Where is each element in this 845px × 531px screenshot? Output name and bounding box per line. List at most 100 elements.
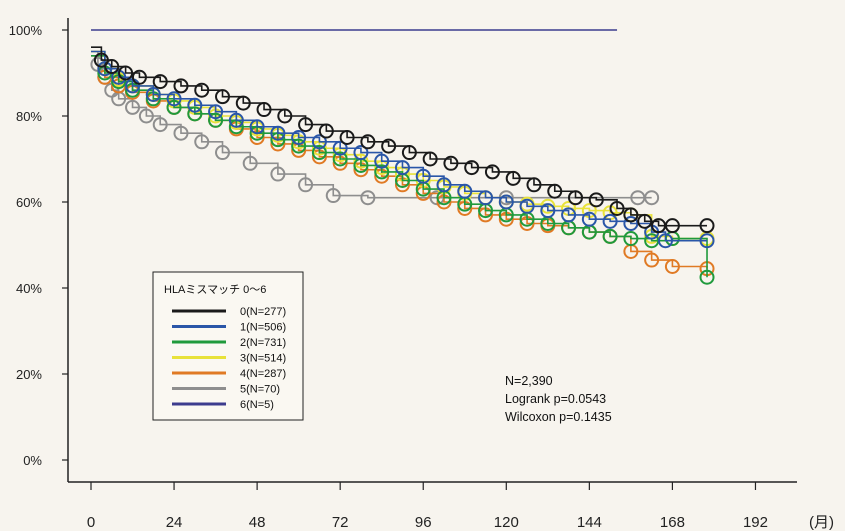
censor-mark xyxy=(581,211,597,227)
censor-mark xyxy=(104,59,120,75)
censor-mark xyxy=(602,213,618,229)
legend-label-3: 3(N=514) xyxy=(240,353,286,365)
legend-label-5: 5(N=70) xyxy=(240,384,280,396)
censor-mark xyxy=(478,190,494,206)
censor-mark xyxy=(540,203,556,219)
censor-mark xyxy=(152,117,168,133)
legend-label-4: 4(N=287) xyxy=(240,368,286,380)
censor-mark xyxy=(166,91,182,107)
y-tick-label: 60% xyxy=(16,195,42,210)
censor-mark xyxy=(609,200,625,216)
censor-mark xyxy=(664,259,680,274)
censor-mark xyxy=(394,160,410,176)
censor-mark xyxy=(498,194,514,210)
censor-mark xyxy=(637,213,653,229)
censor-mark xyxy=(270,125,286,141)
wilcoxon-label: Wilcoxon p=0.1435 xyxy=(505,410,612,424)
censor-mark xyxy=(187,106,203,122)
censor-mark xyxy=(291,130,307,145)
censor-mark xyxy=(602,228,618,244)
y-tick-label: 100% xyxy=(9,23,43,38)
censor-mark xyxy=(194,134,210,150)
censor-mark xyxy=(187,97,203,113)
legend-box xyxy=(152,271,304,421)
censor-mark xyxy=(699,233,715,249)
x-axis: 0 24 48 72 96 120 144 168 192 xyxy=(68,481,797,531)
censor-mark xyxy=(422,151,438,167)
censor-mark xyxy=(173,125,189,141)
censor-mark xyxy=(623,216,639,231)
censor-mark xyxy=(118,65,134,81)
x-tick-label: 144 xyxy=(577,514,602,531)
censor-mark xyxy=(519,198,535,214)
x-tick-label: 192 xyxy=(743,514,768,531)
x-tick-label: 168 xyxy=(660,514,685,531)
x-tick-label: 48 xyxy=(249,514,266,531)
x-tick-label: 72 xyxy=(332,514,349,531)
statistics-annotation: N=2,390 Logrank p=0.0543 Wilcoxon p=0.14… xyxy=(505,374,612,424)
censor-mark xyxy=(381,138,397,154)
censor-mark xyxy=(526,177,542,193)
series-line-2 xyxy=(91,55,708,278)
censor-mark xyxy=(699,218,715,234)
x-tick-label: 0 xyxy=(87,514,95,531)
censor-mark xyxy=(145,87,161,102)
legend-title: HLAミスマッチ 0～6 xyxy=(164,283,266,296)
censor-mark xyxy=(644,190,660,206)
censor-mark xyxy=(318,123,334,139)
x-tick-label: 24 xyxy=(166,514,183,531)
censor-mark xyxy=(457,183,473,199)
n-total-label: N=2,390 xyxy=(505,374,553,388)
censor-mark xyxy=(623,231,639,247)
censor-mark xyxy=(699,269,715,285)
censor-mark xyxy=(664,218,680,234)
y-axis: 0% 20% 40% 60% 80% 100% xyxy=(9,18,69,482)
censor-mark xyxy=(291,138,307,154)
censor-mark xyxy=(93,52,109,68)
x-unit-label: (月) xyxy=(809,514,834,531)
y-tick-label: 20% xyxy=(16,367,42,382)
plot-area xyxy=(90,29,715,285)
censor-mark xyxy=(208,112,224,128)
series-line-5 xyxy=(91,50,652,199)
legend-label-1: 1(N=506) xyxy=(240,322,286,334)
censor-mark xyxy=(353,145,369,161)
censor-mark xyxy=(436,177,452,193)
censor-mark xyxy=(277,108,293,124)
censor-mark xyxy=(644,252,660,268)
censor-mark xyxy=(360,134,376,150)
censor-mark xyxy=(228,112,244,128)
censor-mark xyxy=(623,207,639,223)
censor-mark xyxy=(235,95,251,111)
censor-mark xyxy=(298,177,314,193)
censor-mark xyxy=(311,134,327,150)
y-tick-label: 0% xyxy=(23,453,42,468)
censor-mark xyxy=(332,151,348,167)
censor-mark xyxy=(484,164,500,180)
censor-mark xyxy=(152,74,168,90)
censor-mark xyxy=(270,166,286,182)
y-tick-label: 40% xyxy=(16,281,42,296)
legend-label-0: 0(N=277) xyxy=(240,306,286,318)
censor-mark xyxy=(166,99,182,115)
censor-mark xyxy=(657,233,673,249)
x-tick-label: 96 xyxy=(415,514,432,531)
series-line-0 xyxy=(91,46,708,227)
censor-mark xyxy=(125,99,141,115)
censor-mark xyxy=(588,192,604,208)
censor-mark xyxy=(311,145,327,161)
legend-label-6: 6(N=5) xyxy=(240,399,274,411)
censor-mark xyxy=(401,145,417,161)
legend-label-2: 2(N=731) xyxy=(240,337,286,349)
censor-mark xyxy=(505,170,521,186)
censor-mark xyxy=(256,102,272,118)
x-tick-label: 120 xyxy=(494,514,519,531)
censor-mark xyxy=(242,155,258,171)
censor-mark xyxy=(464,160,480,176)
censor-mark xyxy=(325,188,341,204)
censor-mark xyxy=(547,183,563,199)
censor-mark xyxy=(332,140,348,156)
censor-mark xyxy=(374,164,390,180)
legend: HLAミスマッチ 0～6 0(N=277) 1(N=506) 2(N=731) 3(N… xyxy=(152,271,304,421)
